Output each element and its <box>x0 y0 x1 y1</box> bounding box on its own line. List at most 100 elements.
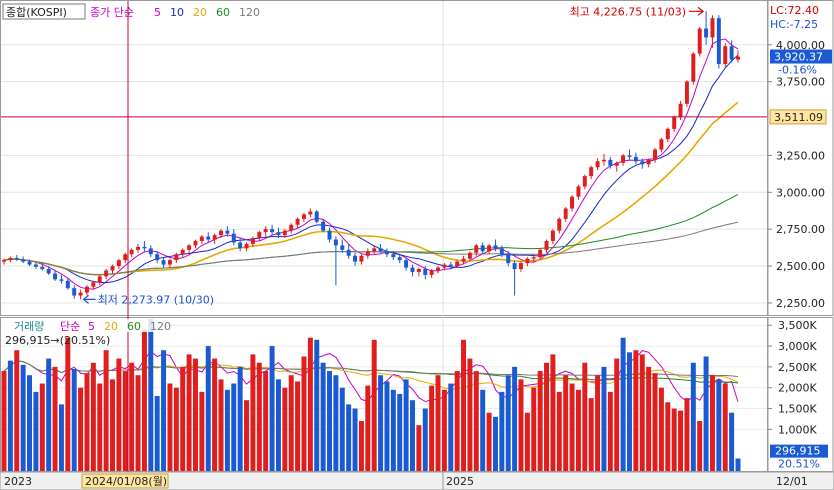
candle-body <box>263 229 268 233</box>
volume-bar <box>563 375 569 471</box>
volume-bar <box>199 391 205 471</box>
volume-bar <box>307 337 313 471</box>
price-tick-label: 4,000.00 <box>776 39 825 52</box>
x-crosshair-date: 2024/01/08(월) <box>85 475 167 488</box>
candle-body <box>46 269 51 274</box>
volume-bar <box>27 375 33 471</box>
volume-bar <box>110 379 115 471</box>
volume-bar <box>173 387 179 471</box>
ma-10-line <box>3 54 739 284</box>
ma-legend-period: 10 <box>170 6 184 19</box>
volume-bar <box>435 375 441 471</box>
candle-body <box>633 156 638 162</box>
candle-body <box>672 117 677 129</box>
volume-bar <box>614 358 620 471</box>
volume-bar <box>633 350 639 471</box>
volume-bar <box>103 350 109 471</box>
min-arrow-icon <box>82 294 96 304</box>
candle-body <box>704 28 709 38</box>
candle-body <box>410 267 415 272</box>
volume-bar <box>224 389 230 471</box>
volume-bar <box>212 358 218 471</box>
candle-body <box>653 149 658 160</box>
candle-body <box>474 245 479 253</box>
volume-bar <box>358 421 364 471</box>
volume-bar <box>122 371 128 471</box>
candle-body <box>365 251 370 256</box>
candle-body <box>589 167 594 177</box>
price-panel-frame <box>0 0 768 316</box>
volume-bar <box>192 358 198 471</box>
candle-body <box>384 251 389 255</box>
candle-body <box>72 288 77 296</box>
volume-bar <box>244 400 250 471</box>
last-price-box <box>770 49 832 64</box>
volume-bar <box>403 379 409 471</box>
price-tick-label: 2,500.00 <box>776 260 825 273</box>
volume-bar <box>627 352 632 471</box>
volume-bar <box>250 354 256 471</box>
volume-bar <box>116 358 122 471</box>
candle-body <box>212 235 217 240</box>
min-annotation: 최저 2,273.97 (10/30) <box>98 293 215 306</box>
candle-body <box>340 245 345 250</box>
volume-legend-period: 20 <box>104 320 118 333</box>
candle-body <box>193 240 198 246</box>
candle-body <box>691 53 696 82</box>
max-arrow-icon <box>689 6 705 16</box>
volume-bar <box>269 346 275 471</box>
last-price-label: 3,920.37 <box>774 51 823 64</box>
volume-tick-label: 1,000K <box>778 423 817 436</box>
x-axis-bar <box>0 471 834 490</box>
volume-bar <box>352 408 358 471</box>
volume-bar <box>1 371 7 471</box>
volume-bar <box>167 383 173 471</box>
candle-body <box>729 46 734 60</box>
candle-body <box>302 214 306 219</box>
candle-body <box>110 266 115 271</box>
candle-body <box>697 28 702 54</box>
volume-bar <box>129 362 135 471</box>
candle-body <box>582 176 587 187</box>
volume-legend-period: 5 <box>88 320 95 333</box>
candle-body <box>199 236 204 241</box>
volume-bar <box>333 375 339 471</box>
last-price-change: -0.16% <box>778 64 817 77</box>
candle-body <box>27 261 32 265</box>
price-axis-ticks: 4,000.00 3,750.00 3,250.00 3,000.00 2,750.00… <box>768 39 825 310</box>
price-tick-label: 2,750.00 <box>776 223 825 236</box>
candle-body <box>97 276 102 283</box>
volume-tick-label: 2,500K <box>778 361 817 374</box>
candle-body <box>333 239 338 246</box>
volume-bar <box>161 350 167 471</box>
volume-bar <box>301 356 307 471</box>
volume-bar <box>58 404 64 471</box>
candle-body <box>225 230 230 234</box>
volume-bar <box>231 383 237 471</box>
index-name: 종합(KOSPI) <box>6 6 67 19</box>
volume-bar <box>314 339 320 471</box>
candle-body <box>321 221 326 231</box>
volume-bar <box>263 371 269 471</box>
volume-bar <box>409 400 415 471</box>
volume-tick-label: 2,000K <box>778 382 817 395</box>
candle-body <box>257 232 262 239</box>
x-label-2025: 2025 <box>446 475 474 488</box>
candle-body <box>155 254 160 261</box>
volume-tick-label: 3,500K <box>778 319 817 332</box>
volume-bar <box>416 425 422 471</box>
gridlines <box>1 1 767 471</box>
volume-bars <box>1 319 741 471</box>
candle-body <box>142 246 147 249</box>
volume-bar <box>492 416 498 471</box>
crosshair-price-label: 3,511.09 <box>774 111 823 124</box>
volume-bar <box>690 362 696 471</box>
candle-body <box>563 208 568 219</box>
volume-bar <box>390 389 396 471</box>
volume-bar <box>575 389 581 471</box>
candle-body <box>161 260 166 265</box>
volume-bar <box>365 385 371 471</box>
volume-bar <box>544 362 550 471</box>
candle-body <box>91 282 96 287</box>
